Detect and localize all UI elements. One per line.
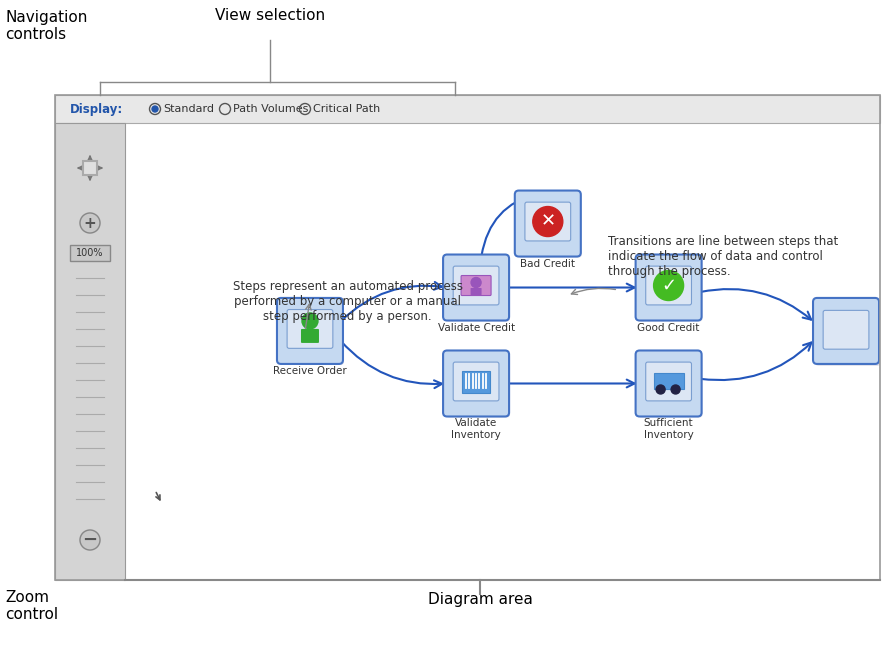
FancyBboxPatch shape [446, 258, 510, 322]
Text: Zoom
control: Zoom control [5, 590, 58, 622]
Text: Good Credit: Good Credit [638, 322, 700, 333]
Text: Display:: Display: [70, 103, 123, 116]
FancyBboxPatch shape [471, 288, 481, 295]
Text: ✓: ✓ [661, 276, 676, 295]
Text: 100%: 100% [76, 248, 104, 258]
FancyBboxPatch shape [453, 266, 499, 305]
Bar [55, 123, 125, 580]
FancyBboxPatch shape [518, 194, 582, 258]
Circle shape [80, 213, 100, 233]
Circle shape [671, 385, 680, 394]
Bar [55, 95, 880, 123]
FancyBboxPatch shape [638, 258, 702, 322]
Circle shape [654, 271, 684, 300]
Circle shape [80, 530, 100, 550]
Bar [83, 161, 97, 175]
Circle shape [302, 313, 318, 329]
Bar [55, 95, 880, 580]
Text: +: + [83, 216, 97, 231]
Circle shape [656, 385, 665, 394]
Text: Standard: Standard [163, 104, 214, 114]
FancyBboxPatch shape [277, 298, 343, 364]
Text: Validate Credit: Validate Credit [438, 322, 515, 333]
Text: Validate
Inventory: Validate Inventory [451, 419, 501, 440]
FancyBboxPatch shape [443, 351, 509, 417]
Text: Path Volumes: Path Volumes [233, 104, 308, 114]
Text: Navigation
controls: Navigation controls [5, 10, 87, 43]
FancyBboxPatch shape [646, 362, 692, 401]
FancyBboxPatch shape [636, 351, 702, 417]
Text: View selection: View selection [215, 8, 325, 23]
FancyBboxPatch shape [280, 301, 344, 365]
FancyBboxPatch shape [453, 362, 499, 401]
Text: −: − [83, 531, 98, 549]
Text: Critical Path: Critical Path [313, 104, 380, 114]
Text: Bad Credit: Bad Credit [520, 258, 575, 269]
FancyBboxPatch shape [446, 353, 510, 417]
Circle shape [533, 207, 563, 236]
FancyBboxPatch shape [646, 266, 692, 305]
FancyBboxPatch shape [515, 191, 581, 256]
Text: Transitions are line between steps that
indicate the flow of data and control
th: Transitions are line between steps that … [608, 235, 838, 278]
Text: Diagram area: Diagram area [427, 592, 533, 607]
FancyBboxPatch shape [443, 255, 509, 320]
Bar [70, 245, 110, 261]
Circle shape [471, 278, 481, 287]
FancyBboxPatch shape [815, 300, 881, 366]
FancyBboxPatch shape [525, 202, 571, 241]
Bar [125, 123, 880, 580]
FancyBboxPatch shape [813, 298, 879, 364]
Text: Steps represent an automated process
performed by a computer or a manual
step pe: Steps represent an automated process per… [233, 280, 463, 323]
Text: ✕: ✕ [540, 213, 555, 231]
Circle shape [152, 106, 158, 112]
Text: Sufficient
Inventory: Sufficient Inventory [644, 419, 694, 440]
FancyBboxPatch shape [638, 353, 702, 417]
FancyBboxPatch shape [287, 309, 333, 348]
FancyBboxPatch shape [654, 373, 684, 390]
FancyBboxPatch shape [301, 329, 319, 343]
FancyBboxPatch shape [462, 371, 490, 393]
FancyBboxPatch shape [461, 276, 491, 295]
FancyBboxPatch shape [823, 310, 868, 349]
FancyBboxPatch shape [636, 255, 702, 320]
Text: Receive Order: Receive Order [274, 366, 347, 376]
